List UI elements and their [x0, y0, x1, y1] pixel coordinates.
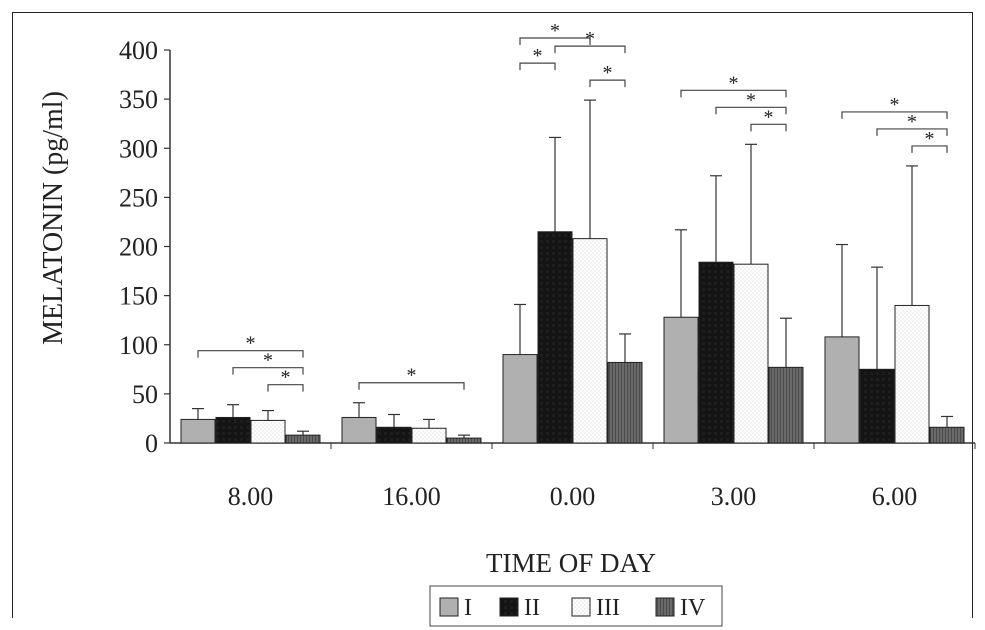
significance-bracket: *	[358, 365, 465, 390]
y-tick-label: 0	[145, 429, 158, 458]
bar	[285, 434, 321, 444]
bracket-line	[554, 45, 626, 54]
significance-bracket: *	[715, 89, 787, 115]
significance-label: *	[533, 45, 543, 67]
bar	[894, 304, 930, 444]
bracket-line	[841, 111, 948, 119]
y-tick-label: 250	[119, 183, 158, 212]
significance-bracket: *	[876, 111, 948, 136]
bar	[341, 416, 377, 444]
significance-bracket: *	[911, 128, 948, 153]
bar	[607, 361, 643, 444]
significance-bracket: *	[519, 45, 556, 71]
legend-label: IV	[680, 595, 706, 621]
bracket-line	[267, 384, 304, 392]
significance-label: *	[746, 89, 756, 111]
bar	[824, 336, 860, 444]
significance-label: *	[907, 111, 917, 133]
figure-frame	[12, 12, 973, 618]
bracket-line	[519, 37, 591, 45]
x-tick-label: 8.00	[228, 482, 274, 511]
bar	[733, 263, 769, 444]
significance-bracket: *	[841, 94, 948, 119]
bar	[859, 368, 895, 444]
bar	[250, 419, 286, 444]
bar	[572, 238, 608, 444]
bar	[502, 354, 538, 444]
significance-label: *	[263, 350, 273, 372]
bracket-line	[715, 106, 787, 115]
bar	[698, 261, 734, 444]
legend-swatch	[499, 597, 519, 617]
axes-group: 0 50 100 150 200 250 300 350 400 8.00 16.00 0.00 3.0…	[119, 36, 976, 511]
bar	[215, 416, 251, 444]
bracket-line	[680, 89, 787, 98]
significance-label: *	[246, 333, 256, 355]
bracket-line	[589, 79, 626, 88]
x-tick-label: 6.00	[872, 482, 918, 511]
legend-label: I	[464, 595, 472, 621]
y-tick-label: 400	[119, 36, 158, 65]
significance-label: *	[925, 128, 935, 150]
bracket-line	[358, 382, 465, 390]
significance-label: *	[890, 94, 900, 116]
significance-bracket: *	[680, 72, 787, 98]
legend-label: II	[524, 595, 540, 621]
bar	[376, 426, 412, 444]
bracket-line	[911, 145, 948, 153]
bars-group	[180, 99, 965, 444]
significance-bracket: *	[750, 106, 787, 132]
significance-bracket: *	[197, 333, 304, 358]
x-tick-label: 0.00	[550, 482, 596, 511]
significance-bracket: *	[267, 367, 304, 392]
significance-bracket: *	[589, 62, 626, 88]
y-tick-label: 200	[119, 233, 158, 262]
y-tick-label: 300	[119, 134, 158, 163]
bar	[446, 437, 482, 444]
significance-bracket: *	[519, 20, 591, 45]
bracket-line	[750, 123, 787, 132]
legend-swatch	[655, 597, 675, 617]
x-tick-label: 16.00	[382, 482, 441, 511]
significance-group: **************	[197, 20, 948, 392]
y-axis-label: MELATONIN (pg/ml)	[38, 91, 69, 345]
x-tick-label: 3.00	[711, 482, 757, 511]
bar	[929, 426, 965, 444]
legend-swatch	[439, 597, 459, 617]
bar	[180, 418, 216, 444]
bracket-line	[876, 128, 948, 136]
bracket-line	[232, 367, 304, 375]
bracket-line	[519, 62, 556, 71]
legend-label: III	[596, 595, 620, 621]
legend: I II III IV	[429, 585, 723, 627]
x-axis-label: TIME OF DAY	[486, 548, 656, 578]
bar	[663, 316, 699, 444]
legend-swatch	[571, 597, 591, 617]
y-tick-label: 350	[119, 85, 158, 114]
significance-label: *	[281, 367, 291, 389]
significance-label: *	[764, 106, 774, 128]
significance-label: *	[729, 72, 739, 94]
y-tick-label: 150	[119, 282, 158, 311]
significance-label: *	[407, 365, 417, 387]
y-tick-label: 100	[119, 331, 158, 360]
significance-label: *	[603, 62, 613, 84]
significance-label: *	[550, 20, 560, 42]
significance-bracket: *	[232, 350, 304, 375]
y-tick-label: 50	[132, 380, 158, 409]
bracket-line	[197, 350, 304, 358]
bar	[411, 427, 447, 444]
bar	[768, 366, 804, 444]
bar	[537, 231, 573, 444]
